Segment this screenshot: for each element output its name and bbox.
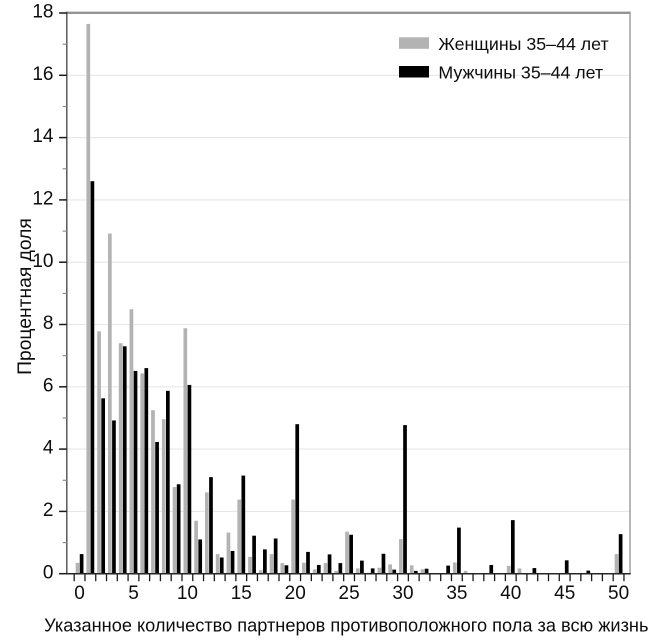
svg-text:25: 25 [339, 583, 360, 604]
svg-text:15: 15 [231, 583, 252, 604]
svg-text:40: 40 [500, 583, 521, 604]
svg-text:Указанное количество партнеров: Указанное количество партнеров противопо… [44, 616, 648, 636]
svg-text:0: 0 [43, 562, 54, 583]
svg-text:6: 6 [43, 375, 54, 396]
svg-text:Мужчины 35–44 лет: Мужчины 35–44 лет [438, 63, 603, 83]
svg-text:Женщины 35–44 лет: Женщины 35–44 лет [438, 34, 608, 54]
svg-text:45: 45 [554, 583, 575, 604]
svg-text:20: 20 [285, 583, 306, 604]
svg-text:30: 30 [392, 583, 413, 604]
svg-text:8: 8 [43, 313, 54, 334]
svg-text:0: 0 [74, 583, 85, 604]
svg-text:35: 35 [446, 583, 467, 604]
svg-text:18: 18 [32, 2, 53, 23]
svg-text:10: 10 [32, 251, 53, 272]
svg-text:50: 50 [608, 583, 629, 604]
svg-text:10: 10 [177, 583, 198, 604]
svg-text:5: 5 [128, 583, 139, 604]
svg-text:14: 14 [32, 126, 54, 147]
svg-text:Процентная доля: Процентная доля [15, 218, 36, 375]
svg-text:16: 16 [32, 64, 53, 85]
svg-text:4: 4 [43, 438, 54, 459]
svg-text:12: 12 [32, 189, 53, 210]
svg-text:2: 2 [43, 500, 54, 521]
